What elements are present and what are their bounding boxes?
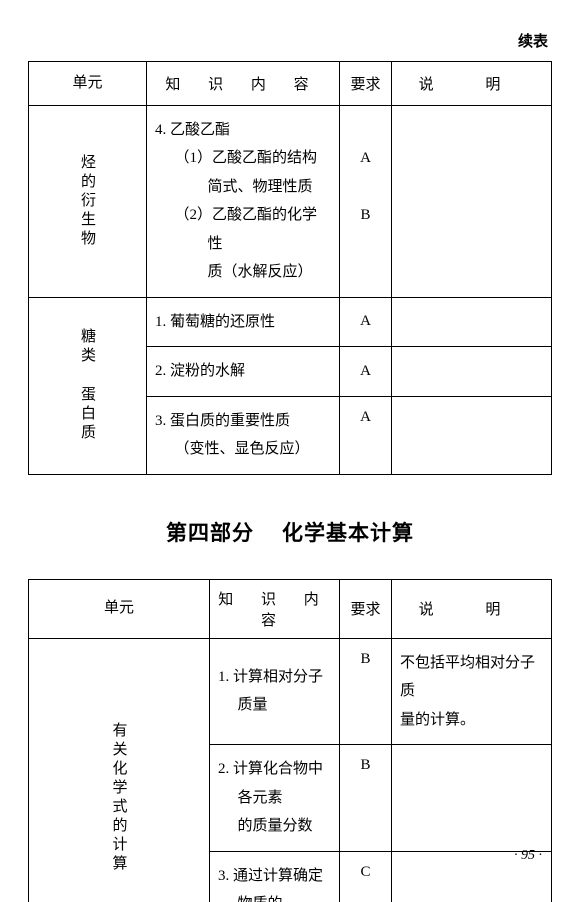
page-number: · 95 · xyxy=(514,848,542,864)
note-cell xyxy=(392,347,552,397)
content-cell: 1. 葡萄糖的还原性 xyxy=(147,297,340,347)
table-row: 糖类 蛋白质 1. 葡萄糖的还原性 A xyxy=(29,297,552,347)
req-cell: C xyxy=(340,851,392,902)
content-line: 3. 蛋白质的重要性质 xyxy=(155,407,331,436)
content-cell: 1. 计算相对分子质量 xyxy=(210,638,340,745)
note-line: 不包括平均相对分子质 xyxy=(400,649,543,706)
content-cell: 2. 淀粉的水解 xyxy=(147,347,340,397)
content-cell: 3. 通过计算确定物质的 化学式 xyxy=(210,851,340,902)
content-line: 简式、物理性质 xyxy=(155,173,331,202)
note-cell xyxy=(392,745,552,852)
req-value: B xyxy=(346,201,385,230)
table-1: 单元 知 识 内 容 要求 说 明 烃的衍生物 4. 乙酸乙酯 （1）乙酸乙酯的… xyxy=(28,61,552,475)
unit-cell: 有关化学式的计算 xyxy=(29,638,210,902)
hdr-note: 说 明 xyxy=(392,62,552,106)
req-cell: A B xyxy=(340,105,392,297)
req-cell: B xyxy=(340,745,392,852)
content-line: 2. 计算化合物中各元素 xyxy=(218,755,331,812)
section-title: 第四部分 化学基本计算 xyxy=(28,517,552,547)
content-line: 3. 通过计算确定物质的 xyxy=(218,862,331,902)
table-header-row: 单元 知 识 内 容 要求 说 明 xyxy=(29,62,552,106)
content-line: 1. 葡萄糖的还原性 xyxy=(155,308,331,337)
hdr-content: 知 识 内 容 xyxy=(147,62,340,106)
table-2: 单元 知 识 内 容 要求 说 明 有关化学式的计算 1. 计算相对分子质量 B… xyxy=(28,579,552,902)
content-line: 4. 乙酸乙酯 xyxy=(155,116,331,145)
content-cell: 3. 蛋白质的重要性质 （变性、显色反应） xyxy=(147,396,340,474)
content-line: 的质量分数 xyxy=(218,812,331,841)
req-cell: B xyxy=(340,638,392,745)
hdr-unit: 单元 xyxy=(29,62,147,106)
content-cell: 2. 计算化合物中各元素 的质量分数 xyxy=(210,745,340,852)
continued-label: 续表 xyxy=(28,30,552,51)
hdr-req: 要求 xyxy=(340,62,392,106)
hdr-note: 说 明 xyxy=(392,579,552,638)
table-row: 烃的衍生物 4. 乙酸乙酯 （1）乙酸乙酯的结构 简式、物理性质 （2）乙酸乙酯… xyxy=(29,105,552,297)
content-line: 2. 淀粉的水解 xyxy=(155,357,331,386)
section-title-a: 第四部分 xyxy=(166,521,254,545)
req-cell: A xyxy=(340,347,392,397)
note-cell xyxy=(392,105,552,297)
content-line: （1）乙酸乙酯的结构 xyxy=(155,144,331,173)
content-cell: 4. 乙酸乙酯 （1）乙酸乙酯的结构 简式、物理性质 （2）乙酸乙酯的化学性 质… xyxy=(147,105,340,297)
req-cell: A xyxy=(340,396,392,474)
note-cell: 不包括平均相对分子质 量的计算。 xyxy=(392,638,552,745)
content-line: （2）乙酸乙酯的化学性 xyxy=(155,201,331,258)
content-line: 质（水解反应） xyxy=(155,258,331,287)
section-title-b: 化学基本计算 xyxy=(282,521,414,545)
req-cell: A xyxy=(340,297,392,347)
table-header-row: 单元 知 识 内 容 要求 说 明 xyxy=(29,579,552,638)
req-value: A xyxy=(346,144,385,173)
note-cell xyxy=(392,396,552,474)
table-row: 有关化学式的计算 1. 计算相对分子质量 B 不包括平均相对分子质 量的计算。 xyxy=(29,638,552,745)
hdr-unit: 单元 xyxy=(29,579,210,638)
note-cell xyxy=(392,297,552,347)
note-line: 量的计算。 xyxy=(400,706,543,735)
hdr-req: 要求 xyxy=(340,579,392,638)
unit-cell: 烃的衍生物 xyxy=(29,105,147,297)
content-line: 1. 计算相对分子质量 xyxy=(218,663,331,720)
hdr-content: 知 识 内 容 xyxy=(210,579,340,638)
content-line: （变性、显色反应） xyxy=(155,435,331,464)
unit-cell: 糖类 蛋白质 xyxy=(29,297,147,474)
